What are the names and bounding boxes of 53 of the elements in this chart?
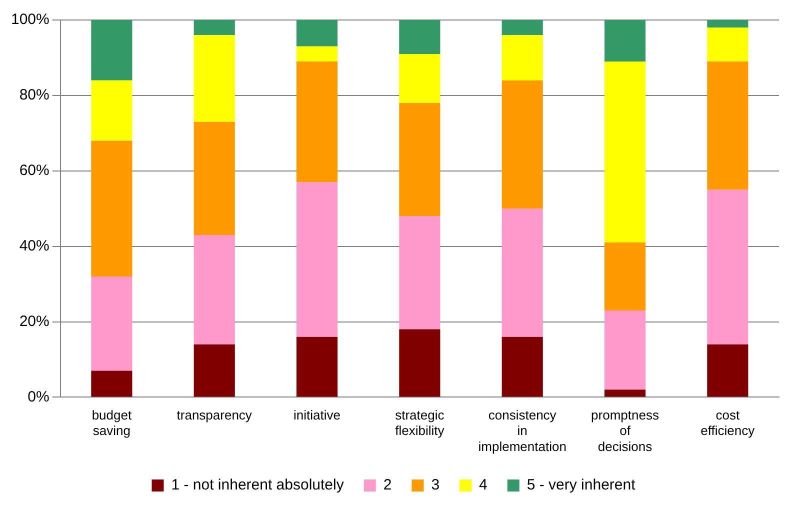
bar [502, 336, 543, 397]
bar [91, 370, 132, 397]
bar [502, 35, 543, 80]
y-tick-label: 80% [19, 86, 50, 104]
legend-label: 3 [431, 476, 440, 494]
bar [399, 329, 440, 397]
bar [194, 35, 235, 122]
bar [707, 20, 748, 28]
bar [707, 28, 748, 62]
bar [604, 310, 646, 390]
bar [502, 208, 543, 337]
bar [604, 242, 646, 310]
x-tick-label: promptness of decisions [591, 408, 660, 454]
bar [296, 20, 338, 46]
bar [399, 54, 440, 103]
bar [604, 390, 646, 397]
bar [502, 80, 543, 209]
bar [91, 140, 132, 276]
bar [707, 190, 748, 344]
bar [296, 182, 338, 337]
bar [502, 20, 543, 36]
legend-label: 5 - very inherent [526, 476, 636, 494]
x-tick-label: transparency [176, 408, 252, 423]
bar [194, 235, 235, 344]
bar [91, 276, 132, 371]
legend-label: 4 [479, 476, 488, 494]
x-tick-label: consistency in implementation [478, 408, 566, 454]
x-tick-label: initiative [294, 408, 341, 423]
y-tick-label: 20% [19, 312, 50, 330]
bar [296, 61, 338, 182]
bar [194, 122, 235, 236]
legend-label: 2 [383, 476, 392, 494]
bar [604, 20, 646, 62]
x-tick-label: strategic flexibility [395, 408, 445, 438]
bar [399, 216, 440, 330]
bar [296, 336, 338, 397]
bar [194, 344, 235, 397]
x-tick-label: cost efficiency [700, 408, 756, 438]
legend-label: 1 - not inherent absolutely [171, 476, 344, 494]
bar [399, 102, 440, 216]
y-tick-label: 40% [19, 237, 50, 254]
bar [707, 61, 748, 190]
bar [604, 61, 646, 243]
bar [91, 80, 132, 141]
bar [91, 20, 132, 80]
y-tick-label: 100% [10, 11, 50, 28]
bar [296, 46, 338, 62]
bar [194, 20, 235, 36]
y-tick-label: 60% [19, 162, 50, 180]
bar [707, 344, 748, 397]
bar [399, 20, 440, 54]
y-tick-label: 0% [28, 388, 50, 406]
x-tick-label: budget saving [92, 408, 132, 438]
